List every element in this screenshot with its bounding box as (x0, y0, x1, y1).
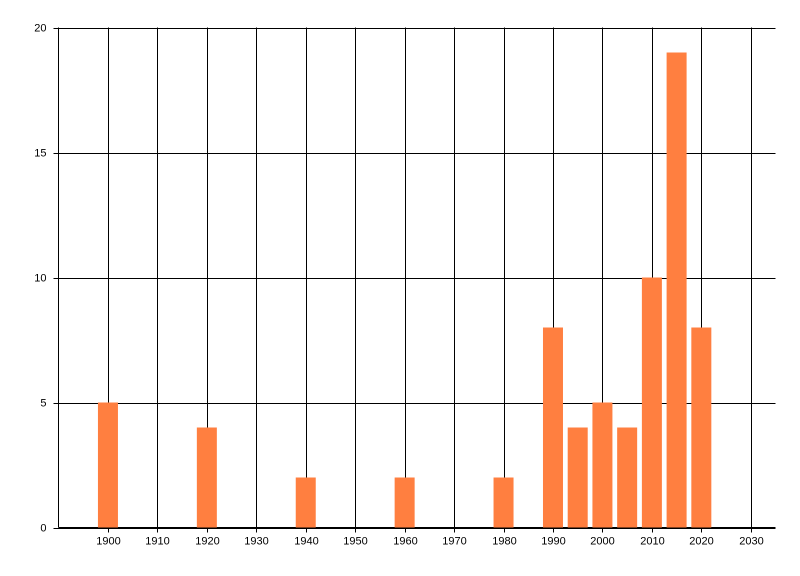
bar (394, 477, 415, 528)
bar (295, 477, 316, 528)
x-tick-label: 2030 (739, 535, 763, 547)
x-tick-label: 1900 (96, 535, 120, 547)
bar (592, 402, 613, 528)
x-tick-label: 1960 (393, 535, 417, 547)
y-tick-label: 15 (34, 147, 46, 159)
x-tick-label: 1940 (294, 535, 318, 547)
bar (196, 427, 217, 528)
y-tick-label: 20 (34, 22, 46, 34)
bar (641, 277, 662, 528)
x-tick-label: 2020 (689, 535, 713, 547)
y-tick-label: 0 (40, 522, 46, 534)
bar (567, 427, 588, 528)
bar (617, 427, 638, 528)
x-tick-label: 1950 (343, 535, 367, 547)
x-tick-label: 1980 (492, 535, 516, 547)
x-tick-label: 2000 (590, 535, 614, 547)
y-tick-label: 5 (40, 397, 46, 409)
x-tick-label: 1910 (145, 535, 169, 547)
x-tick-label: 1970 (442, 535, 466, 547)
bar (691, 327, 712, 528)
x-tick-label: 1930 (244, 535, 268, 547)
bar (666, 52, 687, 528)
bar (542, 327, 563, 528)
x-tick-label: 1920 (195, 535, 219, 547)
bar (97, 402, 118, 528)
x-tick-label: 2010 (640, 535, 664, 547)
x-tick-label: 1990 (541, 535, 565, 547)
y-tick-label: 10 (34, 272, 46, 284)
bar (493, 477, 514, 528)
